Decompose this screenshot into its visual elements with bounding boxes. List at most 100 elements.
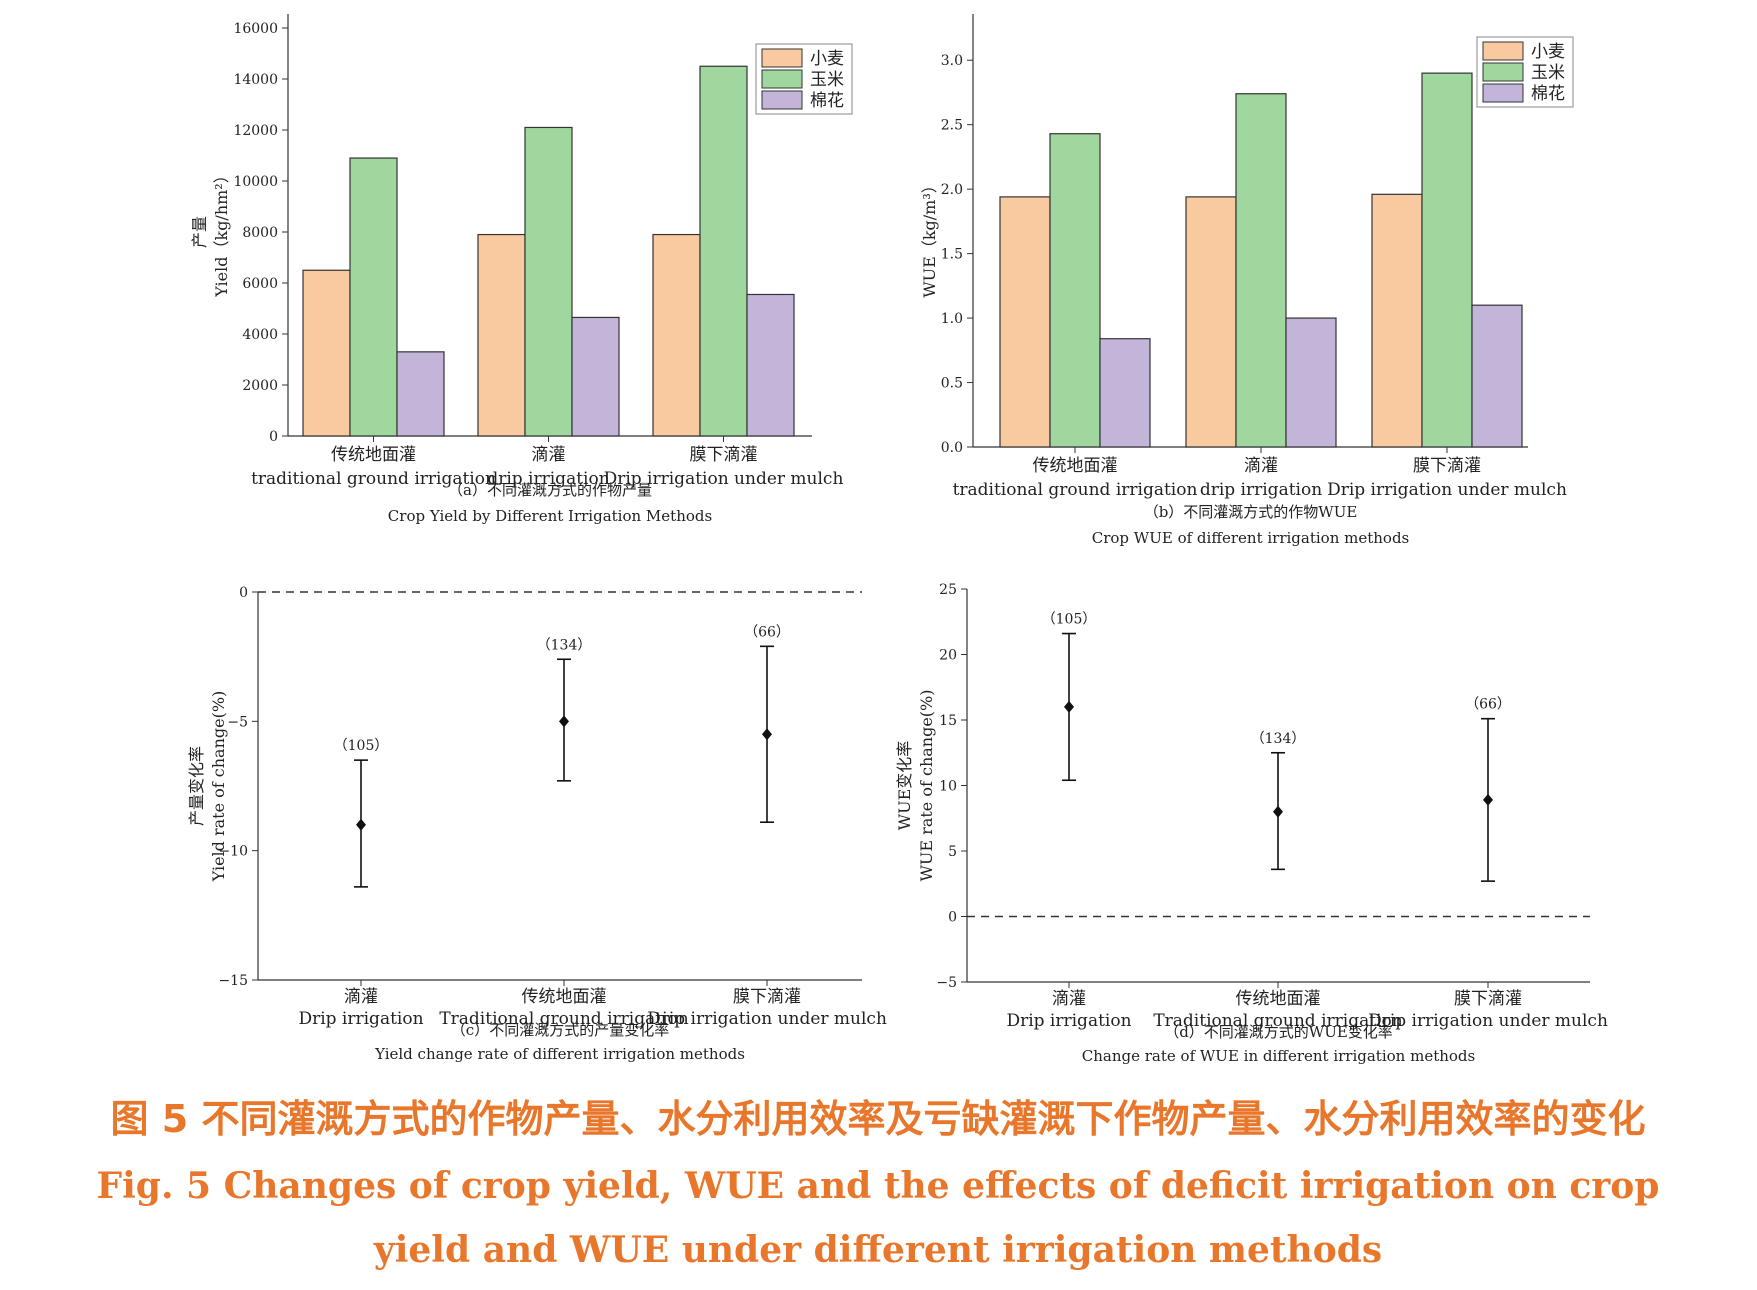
panel-b-y-tick-label-5: 2.5 — [941, 118, 963, 134]
panel-d-mean-point-0 — [1064, 700, 1074, 713]
panel-b-caption-en: Crop WUE of different irrigation methods — [1092, 529, 1410, 547]
panel-d-n-label-0: （105） — [1042, 612, 1097, 628]
panel-a-y-axis-label-en: Yield（kg/hm²） — [212, 167, 231, 297]
panel-c-n-label-2: （66） — [744, 624, 790, 640]
panel-b-x-label-cn-0: 传统地面灌 — [1033, 456, 1118, 476]
panel-c-x-label-en-0: Drip irrigation — [298, 1009, 423, 1029]
panel-a-legend-swatch-0 — [761, 48, 803, 68]
panel-d-x-label-cn-1: 传统地面灌 — [1236, 989, 1321, 1009]
panel-b-bar-0-2 — [1099, 338, 1151, 448]
panel-a-bar-1-1 — [524, 126, 573, 437]
panel-a-x-label-en-0: traditional ground irrigation — [251, 469, 496, 489]
panel-b-bar-1-1 — [1235, 93, 1287, 448]
panel-c-caption-en: Yield change rate of different irrigatio… — [374, 1045, 745, 1063]
panel-a-y-tick-label-7: 14000 — [233, 72, 278, 88]
panel-b-bar-0-0 — [999, 196, 1051, 448]
panel-a-x-label-cn-1: 滴灌 — [532, 445, 566, 465]
panel-b-x-label-cn-1: 滴灌 — [1244, 456, 1278, 476]
panel-c-n-label-1: （134） — [537, 637, 592, 653]
panel-a-y-tick-label-0: 0 — [269, 429, 278, 445]
panel-c-x-label-en-1: Traditional ground irrigation — [439, 1009, 688, 1029]
panel-b-x-label-cn-2: 膜下滴灌 — [1413, 456, 1481, 476]
panel-a-y-tick-label-6: 12000 — [233, 123, 278, 139]
panel-d-y-axis-label-en: WUE rate of change(%) — [917, 689, 936, 881]
figure-caption-en-line2: yield and WUE under different irrigation… — [373, 1229, 1382, 1271]
panel-d-background — [880, 570, 1580, 1070]
panel-b-x-label-en-2: Drip irrigation under mulch — [1327, 480, 1567, 500]
panel-d-y-axis-label-cn: WUE变化率 — [895, 741, 914, 831]
panel-b-x-label-en-1: drip irrigation — [1200, 480, 1322, 500]
panel-a-bar-0-0 — [302, 269, 351, 437]
panel-a-y-tick-label-5: 10000 — [233, 174, 278, 190]
panel-c-y-axis-label-en: Yield rate of change(%) — [209, 691, 228, 883]
panel-b-y-tick-label-6: 3.0 — [941, 53, 963, 69]
panel-c-y-tick-label-1: −10 — [218, 844, 248, 860]
panel-a: 0 2000 4000 6000 8000 10000 12000 14000 16000 传统地… — [190, 14, 853, 525]
panel-c-y-tick-label-2: −5 — [227, 714, 248, 730]
panel-d-caption-en: Change rate of WUE in different irrigati… — [1082, 1047, 1475, 1065]
panel-b-legend-swatch-1 — [1482, 62, 1524, 82]
panel-a-legend-label-0: 小麦 — [810, 49, 844, 69]
panel-d-x-label-cn-2: 膜下滴灌 — [1454, 989, 1522, 1009]
panel-b-y-tick-label-3: 1.5 — [941, 247, 963, 263]
panel-a-legend-label-2: 棉花 — [810, 91, 844, 111]
panel-c-y-tick-label-0: −15 — [218, 973, 248, 989]
panel-d-n-label-1: （134） — [1251, 731, 1306, 747]
panel-d-n-label-2: （66） — [1465, 697, 1511, 713]
panel-b-x-label-en-0: traditional ground irrigation — [953, 480, 1198, 500]
panel-c-y-tick-label-3: 0 — [239, 585, 248, 601]
panel-c-mean-point-2 — [762, 728, 772, 741]
panel-d-x-label-cn-0: 滴灌 — [1052, 989, 1086, 1009]
panel-c-x-label-cn-1: 传统地面灌 — [522, 987, 607, 1007]
panel-a-y-tick-label-3: 6000 — [242, 276, 278, 292]
panel-c-mean-point-0 — [356, 818, 366, 831]
panel-b-bar-1-0 — [1185, 196, 1237, 448]
panel-a-legend-swatch-2 — [761, 90, 803, 110]
panel-d-y-tick-label-1: 0 — [948, 910, 957, 926]
panel-b-legend-label-0: 小麦 — [1531, 42, 1565, 62]
panel-d-y-tick-label-5: 20 — [939, 648, 957, 664]
panel-b: 0.0 0.5 1.0 1.5 2.0 2.5 3.0 传统地面灌 traditional gr… — [920, 14, 1574, 547]
panel-c-x-label-cn-2: 膜下滴灌 — [733, 987, 801, 1007]
panel-c-y-axis-label-cn: 产量变化率 — [187, 746, 206, 826]
panel-d-x-label-en-0: Drip irrigation — [1006, 1011, 1131, 1031]
panel-a-bar-1-2 — [571, 316, 620, 437]
panel-d-caption-cn: （d）不同灌溉方式的WUE变化率 — [1164, 1023, 1393, 1041]
panel-b-y-tick-label-2: 1.0 — [941, 311, 963, 327]
figure-caption-en-line1: Fig. 5 Changes of crop yield, WUE and th… — [97, 1165, 1660, 1207]
panel-a-y-tick-label-2: 4000 — [242, 327, 278, 343]
panel-a-y-tick-label-4: 8000 — [242, 225, 278, 241]
panel-d-y-tick-label-0: −5 — [936, 975, 957, 991]
panel-c-n-label-0: （105） — [334, 738, 389, 754]
panel-b-legend-swatch-0 — [1482, 41, 1524, 61]
panel-b-y-tick-label-0: 0.0 — [941, 440, 963, 456]
panel-d-mean-point-2 — [1483, 793, 1493, 806]
panel-a-bar-2-2 — [746, 293, 795, 437]
panel-a-y-tick-label-1: 2000 — [242, 378, 278, 394]
panel-d-y-tick-label-3: 10 — [939, 779, 957, 795]
panel-b-y-axis-label-en: WUE（kg/m³） — [920, 177, 939, 298]
panel-d-y-tick-label-2: 5 — [948, 844, 957, 860]
panel-c-mean-point-1 — [559, 715, 569, 728]
panel-d-x-label-en-1: Traditional ground irrigation — [1153, 1011, 1402, 1031]
panel-b-bar-0-1 — [1049, 133, 1101, 448]
panel-a-legend-swatch-1 — [761, 69, 803, 89]
panel-a-caption-cn: （a）不同灌溉方式的作物产量 — [448, 481, 652, 499]
panel-a-y-axis-label-cn: 产量 — [190, 216, 209, 248]
panel-a-bar-2-1 — [699, 65, 748, 437]
panel-b-bar-1-2 — [1285, 317, 1337, 448]
panel-b-legend-swatch-2 — [1482, 83, 1524, 103]
panel-b-y-tick-label-4: 2.0 — [941, 182, 963, 198]
panel-b-legend-label-1: 玉米 — [1531, 63, 1565, 83]
panel-a-bar-2-0 — [652, 233, 701, 437]
figure-caption-cn: 图 5 不同灌溉方式的作物产量、水分利用效率及亏缺灌溉下作物产量、水分利用效率的… — [111, 1097, 1646, 1141]
panel-a-bar-1-0 — [477, 233, 526, 437]
panel-c-x-label-cn-0: 滴灌 — [344, 987, 378, 1007]
panel-c-x-label-en-2: Drip irrigation under mulch — [647, 1009, 887, 1029]
panel-b-bar-2-0 — [1371, 193, 1423, 448]
panel-a-legend-label-1: 玉米 — [810, 70, 844, 90]
panel-b-legend-label-2: 棉花 — [1531, 84, 1565, 104]
panel-d-mean-point-1 — [1273, 805, 1283, 818]
